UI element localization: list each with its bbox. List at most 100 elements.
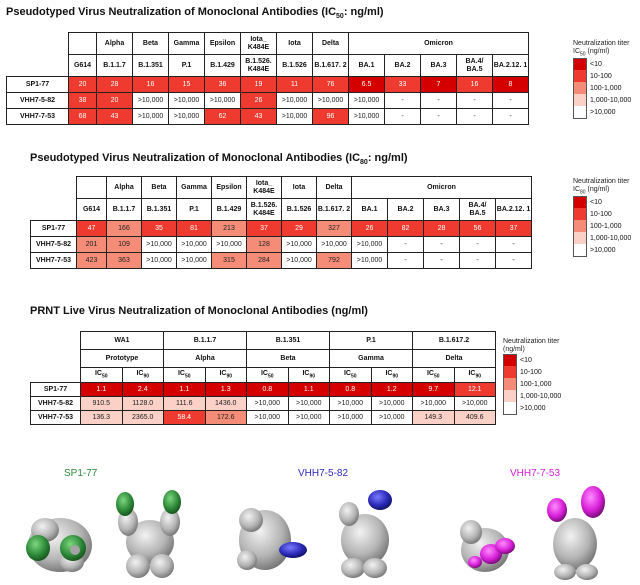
legend-label: >10,000 [590,246,616,254]
table-row: VHH7-5-82 38 20 >10,000 >10,000 >10,000 26 >10,… [6,92,529,109]
legend-title: Neutralization titer [573,40,630,47]
titer-cell: 149.3 [412,410,455,425]
lineage-name: B.1.526. K484E [246,198,282,221]
structure-vhh7-5-82 [237,490,392,578]
titer-cell: >10,000 [329,396,372,411]
legend-swatch [573,82,587,95]
table-row: SP1-77 47 166 35 81 213 37 29 327 26 82 28 56 37 [30,220,532,237]
lineage-name: B.1.1.7 [96,54,133,77]
titer-cell: 128 [246,236,282,253]
legend-item: >10,000 [573,243,631,257]
metric-subscript: 90 [226,373,233,380]
titer-cell: >10,000 [281,236,317,253]
titer-cell: 28 [96,76,133,93]
titer-cell: >10,000 [412,396,455,411]
antibody-name: VHH7-5-82 [30,396,81,411]
metric-prefix: IC [177,370,185,378]
titer-cell: 12.1 [453,382,496,397]
titer-cell: 8 [492,76,529,93]
titer-cell: 327 [316,220,352,237]
legend-label: <10 [590,60,602,68]
metric-header: IC50 [80,367,123,383]
lineage-name: B.1.526 [281,198,317,221]
metric-subscript: 50 [433,373,440,380]
spike-top-view [237,508,307,570]
legend-swatch [573,105,587,119]
lineage-name: G614 [76,198,107,221]
metric-prefix: IC [302,370,310,378]
legend-label: 1,000-10,000 [520,392,562,400]
variant-name: Iota_ K484E [240,32,277,55]
prnt-legend: Neutralization titer (ng/ml) <10 10-100 100-… [503,338,562,415]
lineage-name: BA.4/ BA.5 [459,198,496,221]
titer-cell: 1.3 [204,382,247,397]
variant-name: Epsilon [211,176,247,199]
legend-item: >10,000 [573,105,631,119]
titer-cell: 423 [76,252,107,269]
legend-item: 100-1,000 [573,82,631,95]
legend-subscript: 50 [580,51,586,58]
titer-cell: 62 [204,108,241,125]
antibody-name: VHH7-5-82 [30,236,77,253]
table-row: VHH7-5-82 201 109 >10,000 >10,000 >10,000 128 >… [30,236,532,253]
lineage-name: BA.1 [348,54,385,77]
titer-cell: 81 [176,220,212,237]
titer-cell: - [420,108,457,125]
titer-cell: 43 [240,108,277,125]
variant-name: Gamma [329,349,413,368]
titer-cell: - [495,236,532,253]
metric-header: IC50 [246,367,289,383]
legend-label: 100-1,000 [590,222,622,230]
variant-name: Beta [132,32,169,55]
legend-title: Neutralization titer [573,178,630,185]
legend-subtitle: IC50 (ng/ml) [573,48,631,58]
metric-prefix: IC [136,370,144,378]
titer-cell: >10,000 [316,236,352,253]
variant-name: Delta [412,349,496,368]
titer-cell: 56 [459,220,496,237]
titer-cell: 37 [246,220,282,237]
antibody-label-sp1-77: SP1-77 [64,468,98,479]
titer-cell: 6.5 [348,76,385,93]
legend-subtitle-text: IC [573,186,580,194]
legend-label: <10 [520,356,532,364]
table-row: VHH7-5-82 910.5 1128.0 111.6 1436.0 >10,000 >1… [30,396,496,411]
legend-subtitle-tail: (ng/ml) [585,48,610,56]
legend-subscript: 80 [580,189,586,196]
titer-cell: 111.6 [163,396,206,411]
spike-side-view [116,490,181,578]
legend-title: Neutralization titer [503,338,560,345]
spike-top-view [460,520,515,572]
titer-cell: 38 [68,92,97,109]
titer-cell: 792 [316,252,352,269]
titer-cell: 16 [132,76,169,93]
titer-cell: >10,000 [348,92,385,109]
titer-cell: 409.6 [453,410,496,425]
titer-cell: >10,000 [329,410,372,425]
titer-cell: 2365.0 [121,410,164,425]
titer-cell: 15 [168,76,205,93]
lineage-name: B.1.351 [132,54,169,77]
legend-swatch [573,94,587,107]
variant-name: Iota [281,176,317,199]
titer-cell: 96 [312,108,349,125]
legend-label: >10,000 [520,404,546,412]
titer-cell: 47 [76,220,107,237]
legend-subtitle: (ng/ml) [503,346,561,354]
legend-swatch [503,353,517,367]
variant-lineage: P.1 [329,331,413,350]
titer-cell: - [459,252,496,269]
titer-cell: 1.1 [80,382,123,397]
metric-subscript: 50 [350,373,357,380]
variant-lineage: WA1 [80,331,164,350]
antibody-name: VHH7-7-53 [30,252,77,269]
legend-label: 100-1,000 [520,380,552,388]
titer-cell: >10,000 [246,410,289,425]
legend-swatch [573,57,587,71]
spike-side-view [547,486,605,580]
titer-cell: 37 [495,220,532,237]
titer-cell: - [423,236,460,253]
titer-cell: - [459,236,496,253]
titer-cell: 76 [312,76,349,93]
variant-name: Prototype [80,349,164,368]
